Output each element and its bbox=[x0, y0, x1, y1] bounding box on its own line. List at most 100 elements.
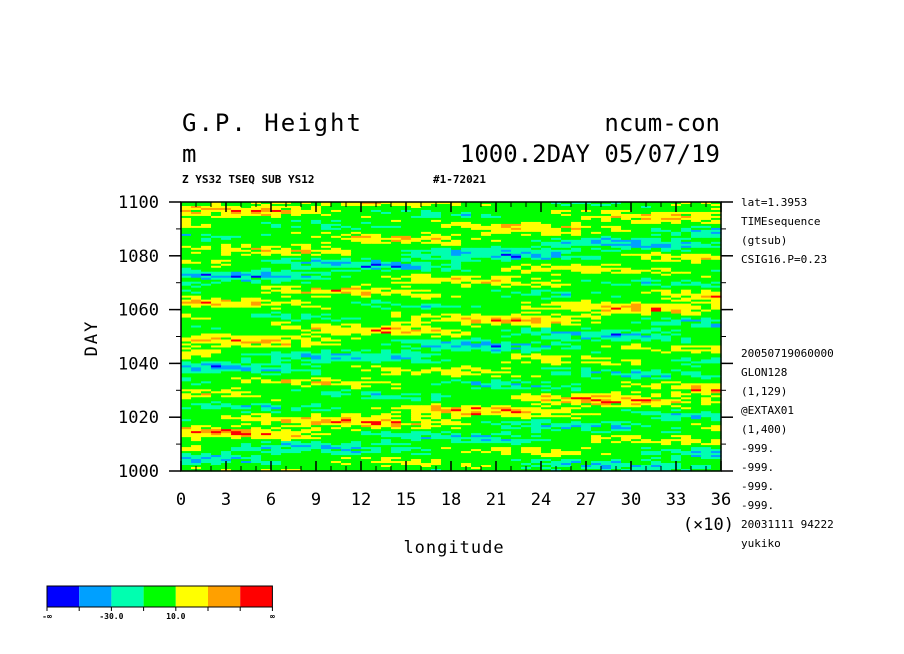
heatmap-cell bbox=[581, 365, 592, 368]
heatmap-cell bbox=[261, 369, 272, 372]
heatmap-cell bbox=[351, 217, 362, 221]
heatmap-cell bbox=[661, 379, 672, 382]
heatmap-cell bbox=[481, 373, 492, 376]
heatmap-cell bbox=[691, 307, 702, 311]
heatmap-cell bbox=[641, 351, 652, 355]
heatmap-cell bbox=[471, 279, 482, 283]
heatmap-cell bbox=[431, 357, 442, 361]
heatmap-cell bbox=[201, 283, 212, 287]
heatmap-cell bbox=[311, 327, 322, 331]
heatmap-cell bbox=[181, 283, 192, 287]
heatmap-cell bbox=[671, 223, 682, 227]
heatmap-cell bbox=[341, 269, 352, 273]
heatmap-cell bbox=[411, 313, 422, 317]
heatmap-cell bbox=[191, 351, 202, 355]
heatmap-cell bbox=[471, 335, 482, 339]
heatmap-cell bbox=[581, 273, 592, 277]
heatmap-cell bbox=[601, 381, 612, 384]
heatmap-cell bbox=[531, 325, 542, 329]
heatmap-cell bbox=[441, 349, 452, 353]
heatmap-cell bbox=[191, 275, 202, 279]
heatmap-cell bbox=[321, 257, 332, 261]
heatmap-cell bbox=[561, 287, 572, 291]
heatmap-cell bbox=[301, 299, 312, 303]
heatmap-cell bbox=[221, 291, 232, 295]
heatmap-cell bbox=[261, 247, 272, 251]
heatmap-cell bbox=[421, 211, 432, 215]
heatmap-cell bbox=[401, 375, 412, 378]
heatmap-cell bbox=[431, 313, 442, 317]
heatmap-cell bbox=[281, 209, 292, 213]
heatmap-cell bbox=[591, 265, 602, 269]
heatmap-cell bbox=[671, 367, 682, 370]
heatmap-cell bbox=[321, 271, 332, 275]
heatmap-cell bbox=[331, 373, 342, 376]
heatmap-cell bbox=[661, 255, 672, 259]
heatmap-cell bbox=[311, 257, 322, 261]
heatmap-cell bbox=[301, 365, 312, 368]
heatmap-cell bbox=[271, 293, 282, 297]
heatmap-cell bbox=[441, 373, 452, 376]
heatmap-cell bbox=[221, 341, 232, 345]
heatmap-cell bbox=[671, 247, 682, 251]
heatmap-cell bbox=[481, 241, 492, 245]
heatmap-cell bbox=[391, 231, 402, 235]
heatmap-cell bbox=[211, 313, 222, 317]
heatmap-cell bbox=[351, 215, 362, 219]
heatmap-cell bbox=[411, 341, 422, 345]
heatmap-cell bbox=[181, 355, 192, 359]
heatmap-cell bbox=[571, 325, 582, 329]
heatmap-cell bbox=[391, 365, 402, 368]
heatmap-cell bbox=[191, 355, 202, 359]
heatmap-cell bbox=[321, 353, 332, 357]
heatmap-cell bbox=[681, 299, 692, 303]
heatmap-cell bbox=[301, 327, 312, 331]
heatmap-cell bbox=[221, 355, 232, 359]
heatmap-cell bbox=[551, 291, 562, 295]
heatmap-cell bbox=[421, 377, 432, 380]
heatmap-cell bbox=[211, 339, 222, 343]
heatmap-cell bbox=[511, 313, 522, 317]
heatmap-cell bbox=[391, 359, 402, 362]
heatmap-cell bbox=[341, 301, 352, 305]
heatmap-cell bbox=[291, 225, 302, 229]
heatmap-cell bbox=[431, 217, 442, 221]
heatmap-cell bbox=[701, 265, 712, 269]
heatmap-cell bbox=[331, 215, 342, 219]
heatmap-cell bbox=[201, 353, 212, 357]
heatmap-cell bbox=[601, 351, 612, 355]
heatmap-cell bbox=[711, 383, 722, 386]
heatmap-cell bbox=[621, 319, 632, 323]
heatmap-cell bbox=[391, 213, 402, 217]
heatmap-cell bbox=[281, 217, 292, 221]
heatmap-cell bbox=[491, 211, 502, 215]
heatmap-cell bbox=[321, 329, 332, 333]
heatmap-cell bbox=[311, 369, 322, 372]
heatmap-cell bbox=[471, 203, 482, 207]
heatmap-cell bbox=[601, 277, 612, 281]
heatmap-cell bbox=[541, 315, 552, 319]
heatmap-cell bbox=[351, 279, 362, 283]
heatmap-cell bbox=[421, 341, 432, 345]
heatmap-cell bbox=[381, 373, 392, 376]
heatmap-cell bbox=[551, 299, 562, 303]
heatmap-cell bbox=[691, 317, 702, 321]
heatmap-cell bbox=[181, 293, 192, 297]
heatmap-cell bbox=[241, 295, 252, 299]
heatmap-cell bbox=[201, 249, 212, 253]
heatmap-cell bbox=[381, 319, 392, 323]
heatmap-cell bbox=[591, 347, 602, 351]
heatmap-cell bbox=[271, 325, 282, 329]
heatmap-cell bbox=[231, 211, 242, 215]
heatmap-cell bbox=[221, 361, 232, 364]
heatmap-cell bbox=[371, 269, 382, 273]
heatmap-cell bbox=[461, 279, 472, 283]
heatmap-cell bbox=[691, 365, 702, 368]
heatmap-cell bbox=[651, 329, 662, 333]
heatmap-cell bbox=[271, 385, 282, 388]
heatmap-cell bbox=[431, 269, 442, 273]
heatmap-cell bbox=[671, 377, 682, 380]
heatmap-cell bbox=[631, 209, 642, 213]
heatmap-cell bbox=[551, 275, 562, 279]
heatmap-cell bbox=[571, 335, 582, 339]
